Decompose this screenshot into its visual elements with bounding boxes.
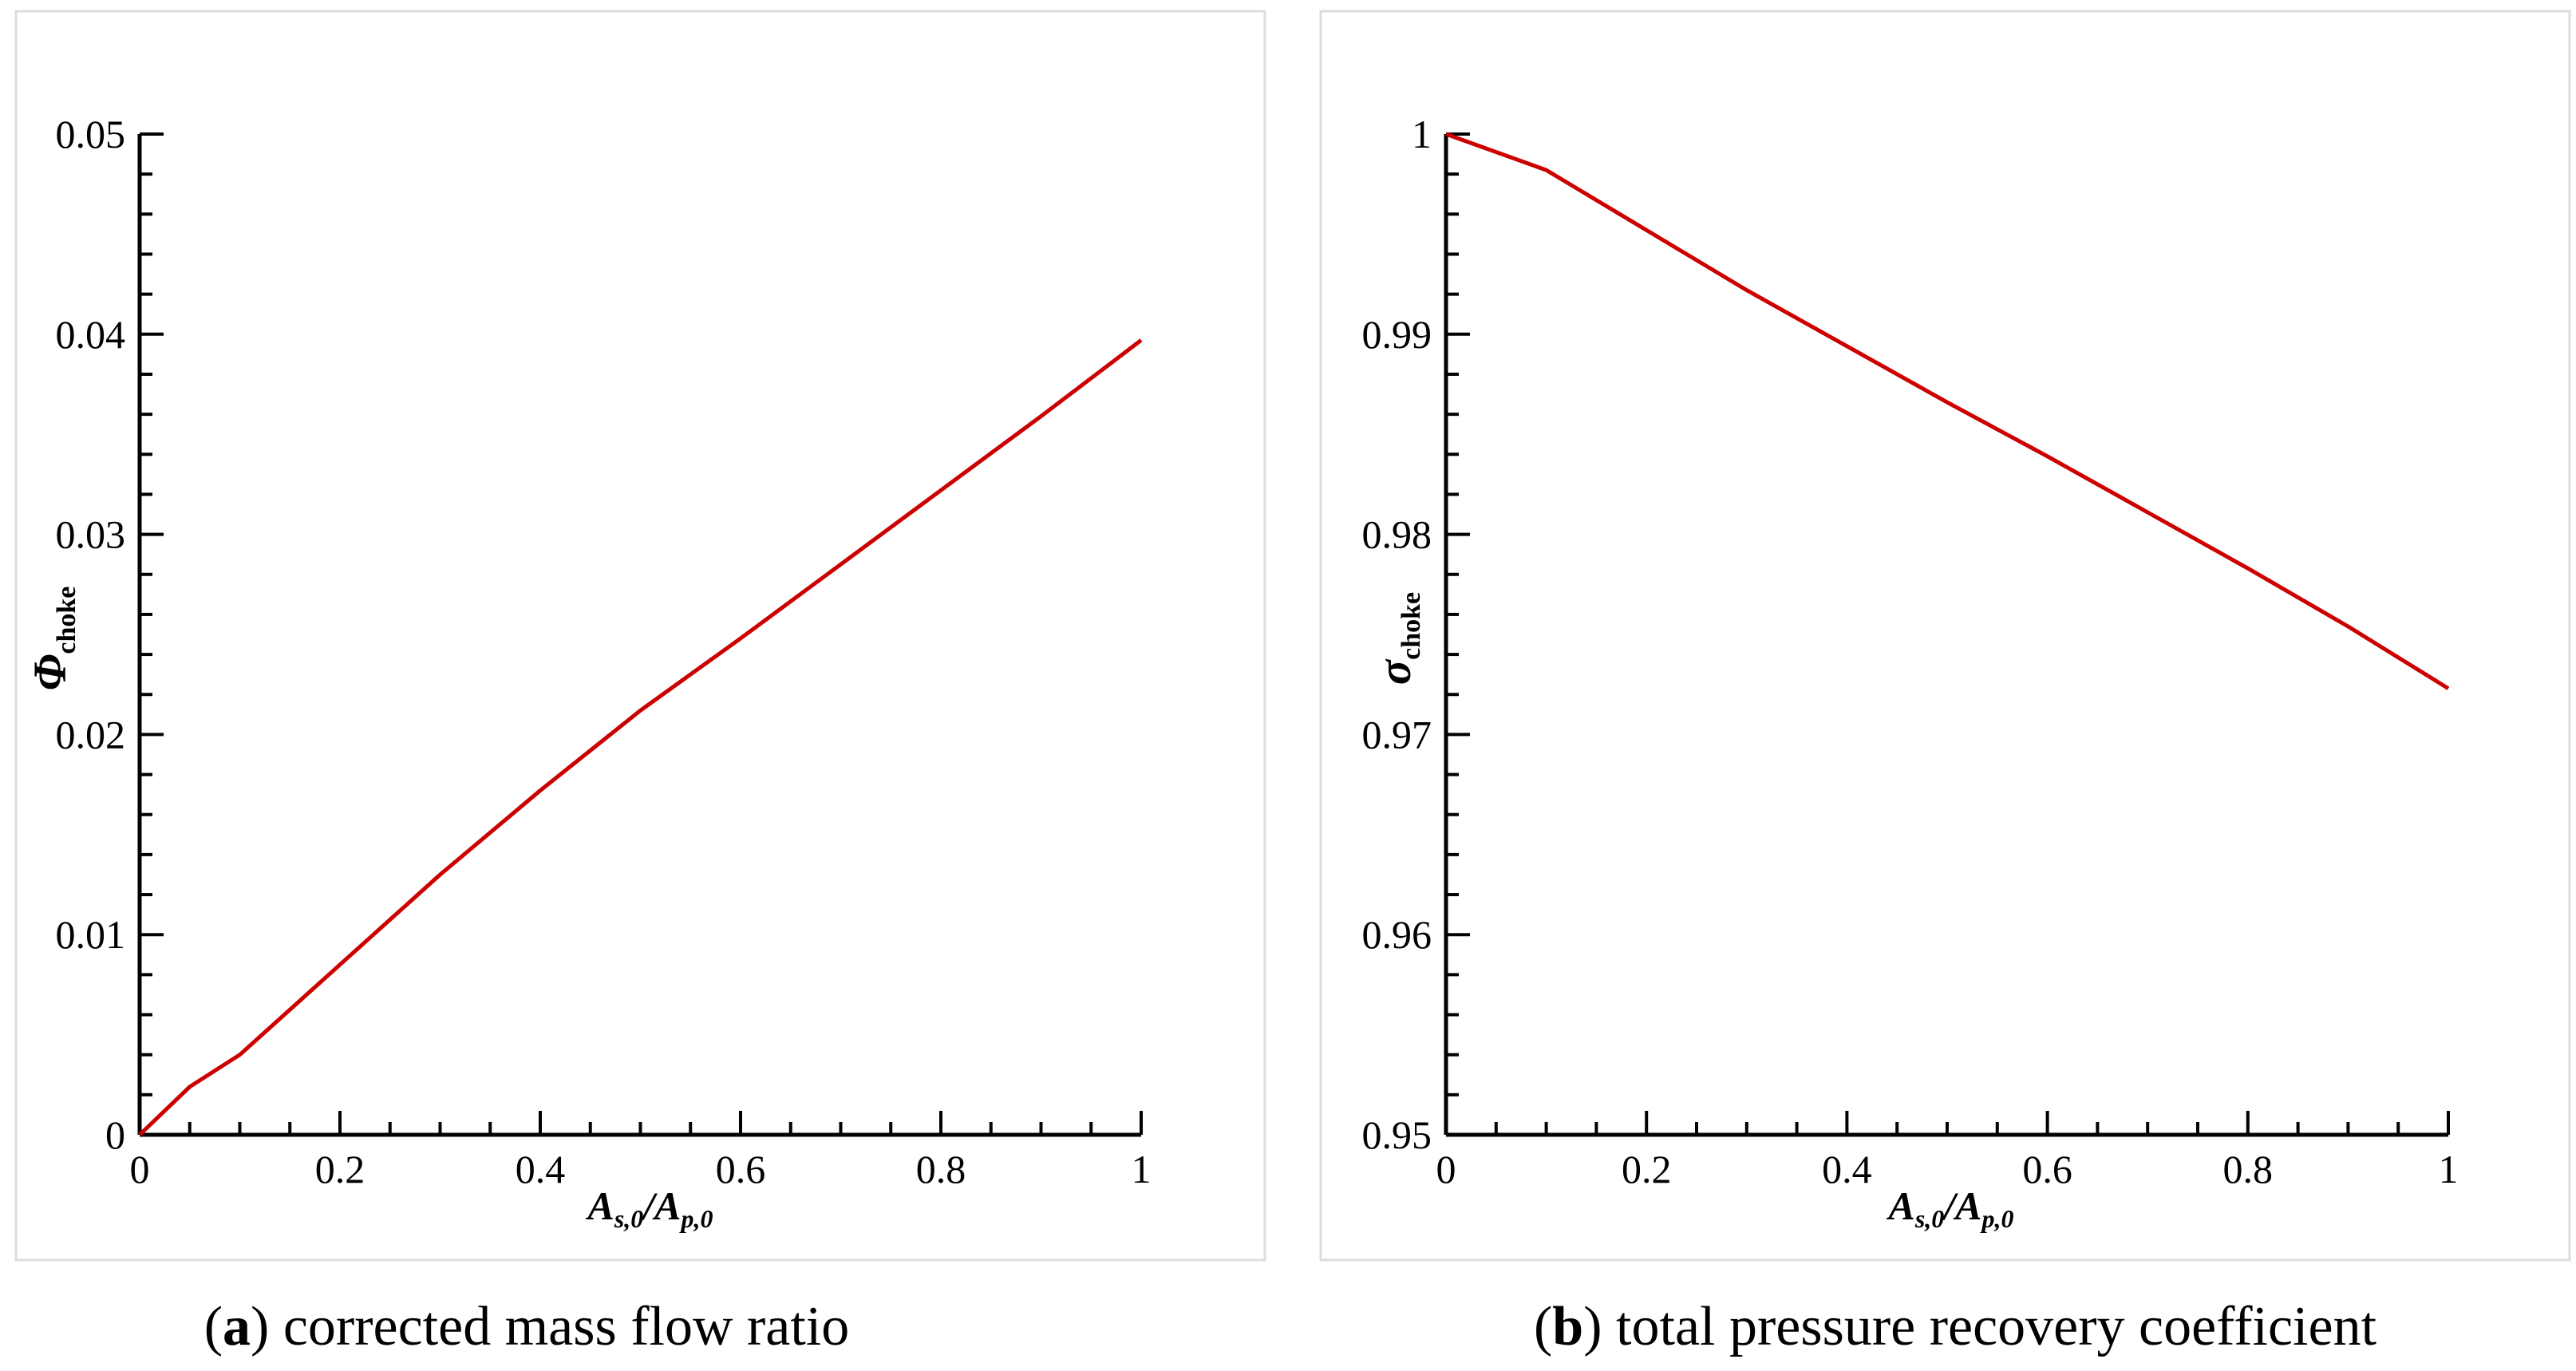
caption-b: (b) total pressure recovery coefficient (1534, 1296, 2377, 1357)
chart-b-y-tick-label: 0.97 (1362, 712, 1432, 757)
chart-a-y-symbol: Φ (24, 654, 76, 691)
chart-a-y-tick-label: 0.03 (56, 512, 126, 557)
panel-b-frame (1319, 10, 2571, 1262)
chart-a-x-tick-label: 1 (1132, 1147, 1152, 1191)
chart-b-y-tick-label: 0.99 (1362, 312, 1432, 357)
chart-a-x-slash: / (640, 1183, 658, 1228)
chart-b-x-tick-label: 0 (1436, 1147, 1456, 1191)
chart-b-y-tick-label: 0.96 (1362, 912, 1432, 957)
chart-b-x-tick-label: 0.2 (1622, 1147, 1672, 1191)
chart-b-x-sub1: s,0 (1914, 1204, 1944, 1233)
chart-a-x-base: A (585, 1183, 614, 1228)
chart-a-y-tick-label: 0.01 (56, 912, 126, 957)
chart-a-x-sub1: s,0 (614, 1204, 643, 1233)
caption-b-letter: b (1552, 1296, 1583, 1357)
chart-b-x-base2: A (1953, 1183, 1981, 1228)
chart-b-x-tick-label: 0.8 (2223, 1147, 2274, 1191)
chart-b-x-tick-labels: 0 0.2 0.4 0.6 0.8 1 (1436, 1147, 2459, 1191)
chart-a-x-tick-label: 0.8 (916, 1147, 966, 1191)
chart-a-series-line (138, 338, 1143, 1136)
chart-a-y-sub: choke (52, 587, 81, 654)
chart-panel-b: 0.95 0.96 0.97 0.98 0.99 1 0 0.2 0.4 0.6 0.8 1 σch… (1362, 112, 2459, 1233)
chart-panel-a: 0 0.01 0.02 0.03 0.04 0.05 0 0.2 0.4 0.6 0.8 1 Φch… (24, 112, 1152, 1233)
chart-b-y-axis-title: σchoke (1369, 592, 1426, 685)
chart-b-y-tick-label: 0.98 (1362, 512, 1432, 557)
chart-b-x-slash: / (1941, 1183, 1958, 1228)
chart-b-y-tick-label: 0.95 (1362, 1112, 1432, 1157)
chart-b-y-tick-labels: 0.95 0.96 0.97 0.98 0.99 1 (1362, 112, 1432, 1157)
chart-b-x-base: A (1886, 1183, 1914, 1228)
chart-a-y-tick-label: 0.02 (56, 712, 126, 757)
chart-a-y-tick-label: 0.05 (56, 112, 126, 156)
chart-b-x-tick-label: 1 (2439, 1147, 2459, 1191)
chart-a-y-axis-title: Φchoke (24, 587, 81, 691)
chart-b-series-line (1445, 132, 2450, 690)
caption-a-letter: a (223, 1296, 251, 1357)
chart-a-x-tick-label: 0.2 (315, 1147, 365, 1191)
chart-a-x-tick-label: 0.6 (716, 1147, 766, 1191)
chart-b-x-sub2: p,0 (1980, 1204, 2014, 1233)
chart-a-x-base2: A (652, 1183, 681, 1228)
chart-a-x-tick-labels: 0 0.2 0.4 0.6 0.8 1 (130, 1147, 1152, 1191)
chart-b-x-tick-label: 0.6 (2022, 1147, 2072, 1191)
chart-b-y-symbol: σ (1369, 658, 1420, 685)
chart-b-x-axis-title: As,0/Ap,0 (1886, 1183, 2013, 1233)
chart-b-y-tick-label: 1 (1412, 112, 1432, 156)
chart-a-x-tick-label: 0 (130, 1147, 150, 1191)
chart-a-y-tick-label: 0 (105, 1112, 125, 1157)
chart-b-y-sub: choke (1397, 592, 1426, 660)
chart-b-x-tick-label: 0.4 (1822, 1147, 1872, 1191)
caption-b-text: total pressure recovery coefficient (1602, 1296, 2377, 1357)
chart-a-x-sub2: p,0 (679, 1204, 713, 1233)
caption-a: (a) corrected mass flow ratio (204, 1296, 850, 1357)
chart-a-y-tick-labels: 0 0.01 0.02 0.03 0.04 0.05 (56, 112, 126, 1157)
chart-b-ticks (1444, 132, 2450, 1136)
panel-a-frame (14, 10, 1266, 1262)
chart-a-x-axis-title: As,0/Ap,0 (585, 1183, 713, 1233)
chart-a-ticks (138, 132, 1143, 1136)
chart-a-x-tick-label: 0.4 (516, 1147, 566, 1191)
caption-a-text: corrected mass flow ratio (269, 1296, 849, 1357)
chart-a-y-tick-label: 0.04 (56, 312, 126, 357)
